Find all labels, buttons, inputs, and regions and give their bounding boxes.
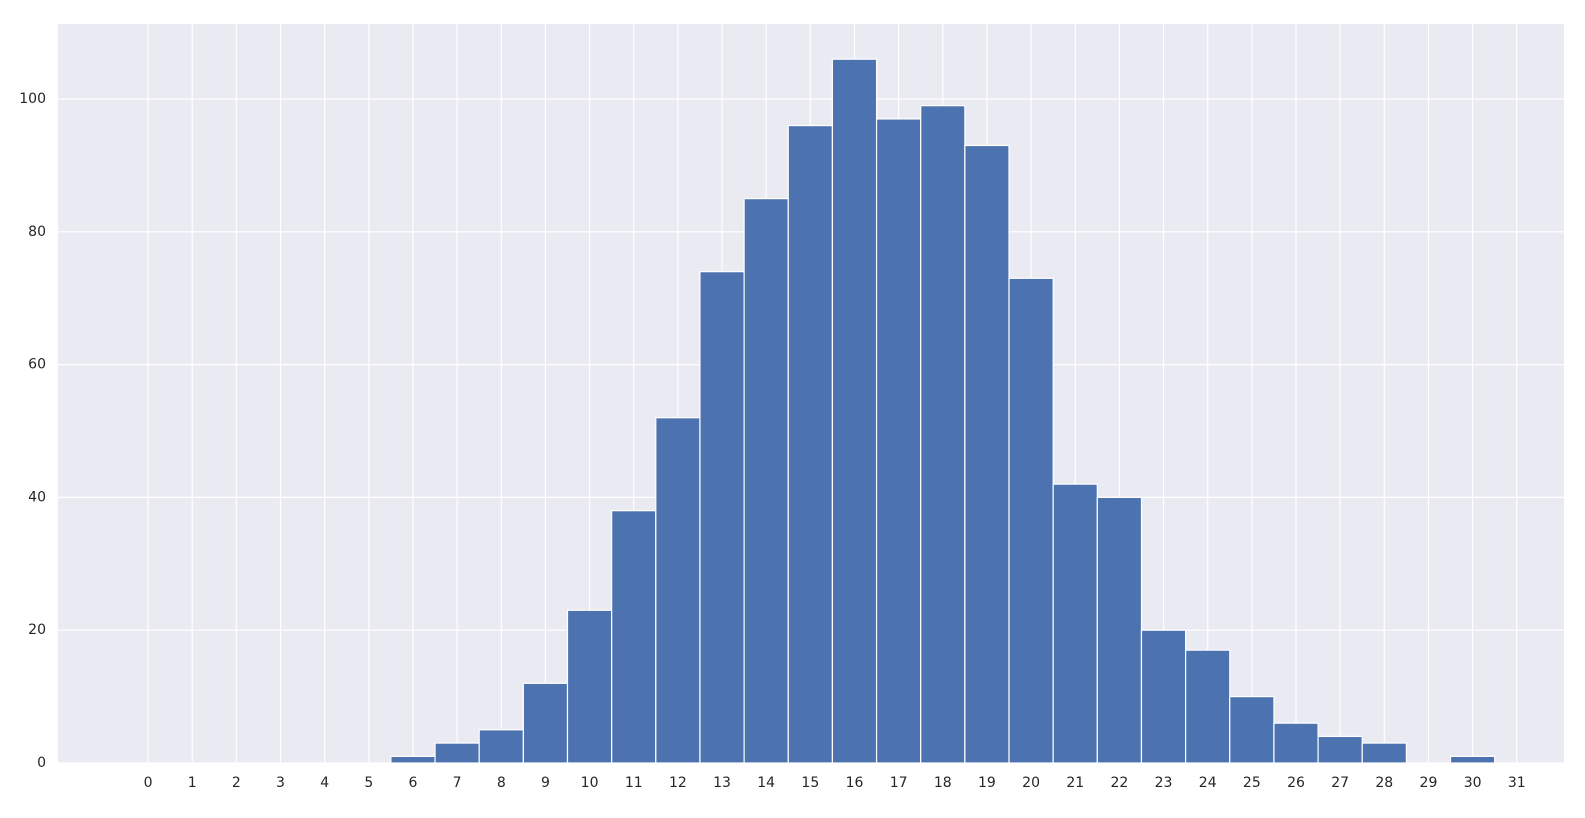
x-tick-label: 25 xyxy=(1243,775,1261,791)
bar xyxy=(875,118,922,764)
x-tick-label: 12 xyxy=(669,775,687,791)
x-tick-label: 22 xyxy=(1110,775,1128,791)
x-tick-label: 31 xyxy=(1508,775,1526,791)
y-tick-label: 0 xyxy=(37,755,46,771)
x-tick-label: 16 xyxy=(846,775,864,791)
x-tick-label: 7 xyxy=(453,775,462,791)
y-tick-label: 60 xyxy=(28,357,46,373)
y-tick-label: 100 xyxy=(19,91,46,107)
bar xyxy=(920,105,966,764)
x-tick-label: 9 xyxy=(541,775,550,791)
x-tick-label: 0 xyxy=(144,775,153,791)
x-tick-label: 29 xyxy=(1420,775,1438,791)
bar xyxy=(699,271,745,764)
bar xyxy=(1449,755,1496,764)
x-tick-label: 10 xyxy=(581,775,599,791)
x-tick-label: 19 xyxy=(978,775,996,791)
bar xyxy=(434,742,480,764)
x-tick-label: 28 xyxy=(1375,775,1393,791)
x-tick-label: 23 xyxy=(1155,775,1173,791)
x-tick-label: 18 xyxy=(934,775,952,791)
x-tick-label: 14 xyxy=(757,775,775,791)
bar xyxy=(743,198,789,764)
bar xyxy=(390,755,436,764)
y-tick-label: 40 xyxy=(28,489,46,505)
x-tick-label: 5 xyxy=(364,775,373,791)
x-tick-label: 11 xyxy=(625,775,643,791)
x-tick-label: 26 xyxy=(1287,775,1305,791)
x-tick-label: 6 xyxy=(409,775,418,791)
x-tick-label: 17 xyxy=(890,775,908,791)
y-tick-label: 20 xyxy=(28,622,46,638)
x-tick-label: 24 xyxy=(1199,775,1217,791)
bar xyxy=(1052,483,1098,764)
bar xyxy=(1229,696,1275,764)
bar xyxy=(1008,277,1054,764)
bar xyxy=(1361,742,1407,764)
bar xyxy=(831,58,878,764)
x-tick-label: 2 xyxy=(232,775,241,791)
bar xyxy=(1273,722,1319,764)
x-tick-label: 20 xyxy=(1022,775,1040,791)
bar xyxy=(1140,629,1187,764)
bar xyxy=(964,144,1010,764)
x-tick-label: 27 xyxy=(1331,775,1349,791)
bar xyxy=(478,729,524,764)
x-tick-label: 21 xyxy=(1066,775,1084,791)
bar xyxy=(655,417,701,764)
bar xyxy=(1317,735,1363,764)
bar xyxy=(611,510,657,764)
x-tick-label: 8 xyxy=(497,775,506,791)
x-tick-label: 1 xyxy=(188,775,197,791)
bar xyxy=(1185,649,1231,764)
bar xyxy=(522,682,569,764)
x-tick-label: 4 xyxy=(320,775,329,791)
y-tick-label: 80 xyxy=(28,224,46,240)
bar xyxy=(787,124,834,764)
x-tick-label: 15 xyxy=(801,775,819,791)
bar xyxy=(566,609,613,764)
x-tick-label: 13 xyxy=(713,775,731,791)
x-tick-label: 3 xyxy=(276,775,285,791)
bar xyxy=(1096,496,1143,764)
x-tick-label: 30 xyxy=(1464,775,1482,791)
